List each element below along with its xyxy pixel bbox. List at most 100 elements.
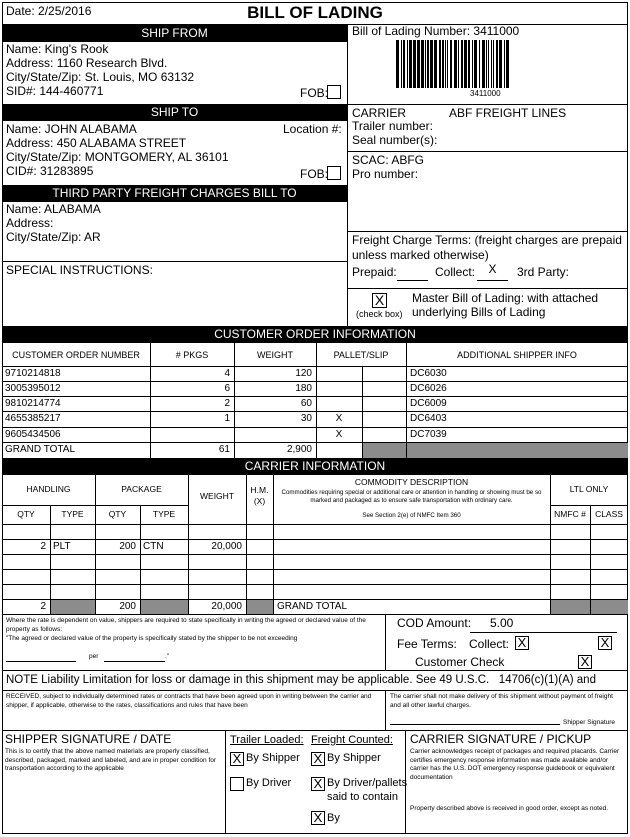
checkbox [230, 752, 244, 766]
trailer-loaded-heading: Trailer Loaded: [230, 734, 304, 746]
option-label: By Driver/pallets [327, 777, 408, 789]
barcode-bar [472, 40, 473, 88]
check-box-hint: (check box) [356, 309, 403, 319]
master-bol-text: underlying Bills of Lading [412, 305, 546, 319]
barcode-bar [434, 40, 437, 88]
barcode-bar [461, 40, 463, 88]
rule [550, 475, 551, 614]
rule [188, 475, 189, 614]
carrier-name: ABF FREIGHT LINES [449, 106, 567, 120]
rule [2, 690, 628, 691]
order-number: 3005395012 [5, 383, 61, 394]
per-label: per [89, 653, 99, 660]
date: Date: 2/25/2016 [6, 4, 92, 18]
seal-number: Seal number(s): [352, 133, 438, 147]
barcode-bar [447, 40, 448, 88]
barcode-bar [439, 40, 441, 88]
barcode-bar [396, 40, 399, 88]
rule [2, 569, 628, 570]
rule [2, 442, 628, 443]
rule [397, 280, 428, 281]
weight: 60 [300, 398, 312, 409]
barcode-bar [491, 40, 492, 88]
checkbox [327, 166, 341, 180]
trailer-number: Trailer number: [352, 119, 433, 133]
barcode [396, 40, 512, 88]
fee-terms-label: Fee Terms: [397, 637, 457, 651]
section-heading: SHIP FROM [141, 26, 208, 40]
rule [550, 505, 628, 506]
barcode-bar [499, 40, 502, 88]
ship-from-city: City/State/Zip: St. Louis, MO 63132 [6, 70, 195, 84]
collect-label: Collect: [435, 265, 476, 279]
barcode-bar [496, 40, 498, 88]
checkbox [311, 811, 325, 825]
section-bar [2, 185, 347, 202]
special-instructions: SPECIAL INSTRUCTIONS: [6, 263, 153, 277]
rule [2, 366, 628, 367]
checkbox [311, 752, 325, 766]
option-label: By Driver [246, 777, 292, 789]
column-header: # PKGS [175, 350, 209, 360]
rule [385, 614, 386, 670]
barcode-bar [413, 40, 416, 88]
check-mark: X [313, 751, 323, 766]
commodity-note: Commodities requiring special or additio… [281, 489, 542, 504]
ship-from-sid: SID#: 144-460771 [6, 84, 104, 98]
certification-text: This is to certify that the above named … [5, 748, 217, 772]
order-number: 9605434506 [5, 429, 61, 440]
barcode-bar [421, 40, 424, 88]
package-count: 6 [224, 383, 230, 394]
liability-note: NOTE Liability Limitation for loss or da… [6, 674, 596, 686]
column-header: COMMODITY DESCRIPTION [354, 477, 469, 487]
rule [477, 280, 508, 281]
rule [95, 475, 96, 614]
bol-number: Bill of Lading Number: 3411000 [352, 24, 520, 38]
package-count: 1 [224, 413, 230, 424]
checkbox [578, 655, 592, 669]
rule [347, 104, 628, 105]
checkbox [230, 777, 244, 791]
master-bol-text: Master Bill of Lading: with attached [412, 291, 599, 305]
check-mark: X [313, 776, 323, 791]
rule [2, 411, 628, 412]
rule [2, 505, 188, 506]
ship-to-name: Name: JOHN ALABAMA [6, 122, 137, 136]
check-mark: X [517, 635, 527, 650]
ship-to-cid: CID#: 31283895 [6, 164, 94, 178]
check-mark: X [313, 810, 323, 825]
ship-to-address: Address: 450 ALABAMA STREET [6, 136, 187, 150]
rule [2, 261, 347, 262]
rule [347, 231, 628, 232]
rule [2, 554, 628, 555]
column-header: QTY [108, 509, 127, 519]
barcode-bar [479, 40, 480, 88]
shipper-info: DC7039 [410, 429, 447, 440]
rule [390, 724, 560, 725]
rule [50, 505, 51, 614]
option-label: By [327, 812, 340, 824]
package-count: 4 [224, 368, 230, 379]
column-header: WEIGHT [200, 491, 234, 501]
column-header: ADDITIONAL SHIPPER INFO [457, 350, 577, 360]
column-header: PACKAGE [121, 484, 162, 494]
rule [2, 24, 628, 25]
barcode-bar [482, 40, 485, 88]
checkbox [515, 636, 529, 650]
column-header: CUSTOMER ORDER NUMBER [12, 350, 140, 360]
barcode-bar [409, 40, 412, 88]
ship-from-address: Address: 1160 Research Blvd. [6, 56, 168, 70]
check-mark: X [232, 751, 242, 766]
rule [225, 730, 226, 834]
rule [406, 343, 407, 458]
column-header: PALLET/SLIP [333, 350, 389, 360]
freight-counted-heading: Freight Counted: [311, 734, 393, 746]
rule [2, 599, 628, 600]
section-bar [2, 25, 347, 42]
barcode-bar [454, 40, 457, 88]
rule [234, 343, 235, 458]
package-count: 2 [224, 398, 230, 409]
freight-terms: unless marked otherwise) [352, 248, 489, 262]
shaded-cell [550, 599, 628, 614]
third-party-label: 3rd Party: [517, 265, 570, 279]
